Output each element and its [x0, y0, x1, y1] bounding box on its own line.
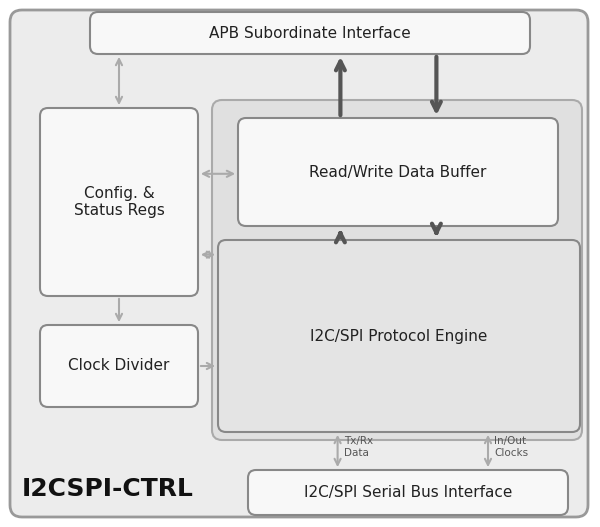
FancyBboxPatch shape: [10, 10, 588, 517]
Text: I2C/SPI Protocol Engine: I2C/SPI Protocol Engine: [310, 328, 488, 344]
FancyBboxPatch shape: [40, 325, 198, 407]
FancyBboxPatch shape: [212, 100, 582, 440]
Text: APB Subordinate Interface: APB Subordinate Interface: [209, 25, 411, 41]
FancyBboxPatch shape: [218, 240, 580, 432]
Text: Config. &
Status Regs: Config. & Status Regs: [74, 186, 164, 218]
Text: I2CSPI-CTRL: I2CSPI-CTRL: [22, 477, 194, 501]
Text: Read/Write Data Buffer: Read/Write Data Buffer: [310, 164, 487, 180]
Text: I2C/SPI Serial Bus Interface: I2C/SPI Serial Bus Interface: [304, 485, 512, 500]
Text: In/Out
Clocks: In/Out Clocks: [494, 436, 528, 458]
FancyBboxPatch shape: [90, 12, 530, 54]
FancyBboxPatch shape: [238, 118, 558, 226]
FancyBboxPatch shape: [40, 108, 198, 296]
Text: Clock Divider: Clock Divider: [68, 358, 170, 374]
Text: Tx/Rx
Data: Tx/Rx Data: [344, 436, 373, 458]
FancyBboxPatch shape: [248, 470, 568, 515]
